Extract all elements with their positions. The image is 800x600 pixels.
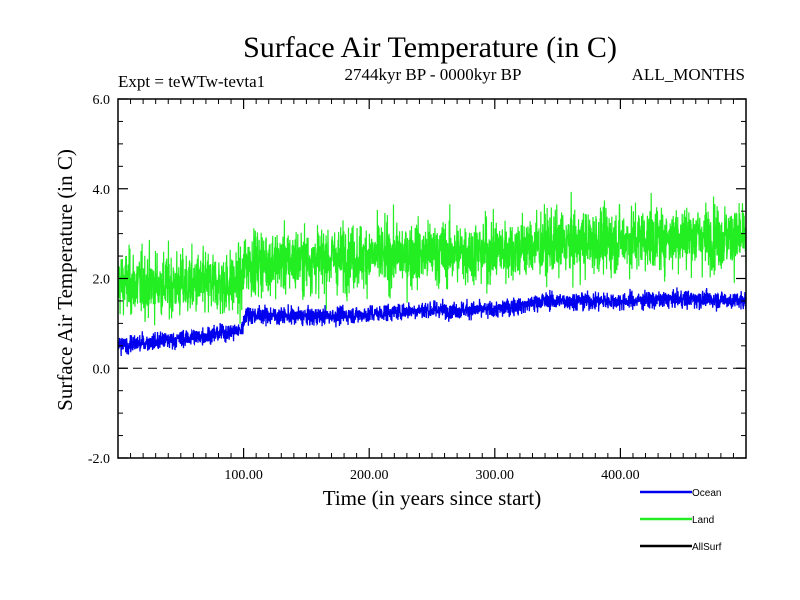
y-tick-label: -2.0 — [88, 452, 110, 467]
legend: Ocean Land AllSurf — [640, 488, 722, 553]
y-tick-label: 6.0 — [93, 93, 111, 108]
x-tick-label: 100.00 — [224, 468, 263, 483]
legend-label-allsurf: AllSurf — [692, 542, 722, 553]
series-line-land — [117, 191, 747, 326]
experiment-label: Expt = teWTw-tevta1 — [118, 72, 265, 91]
x-tick-label: 200.00 — [350, 468, 389, 483]
y-axis-label: Surface Air Temperature (in C) — [53, 149, 77, 411]
x-tick-label: 400.00 — [601, 468, 640, 483]
legend-label-ocean: Ocean — [692, 488, 721, 499]
y-tick-label: 4.0 — [93, 183, 111, 198]
y-tick-label: 0.0 — [93, 362, 111, 377]
x-tick-label: 300.00 — [476, 468, 515, 483]
legend-label-land: Land — [692, 515, 714, 526]
chart-title: Surface Air Temperature (in C) — [243, 31, 617, 64]
time-range-label: 2744kyr BP - 0000kyr BP — [345, 65, 522, 84]
series-line-ocean — [117, 287, 747, 357]
months-label: ALL_MONTHS — [632, 65, 745, 84]
x-axis-label: Time (in years since start) — [323, 486, 542, 510]
plot-series — [117, 191, 747, 357]
axis-ticks: 100.00 200.00 300.00 400.00 -2.0 0.0 2.0 4.0 6.0 — [88, 93, 746, 483]
y-tick-label: 2.0 — [93, 273, 111, 288]
